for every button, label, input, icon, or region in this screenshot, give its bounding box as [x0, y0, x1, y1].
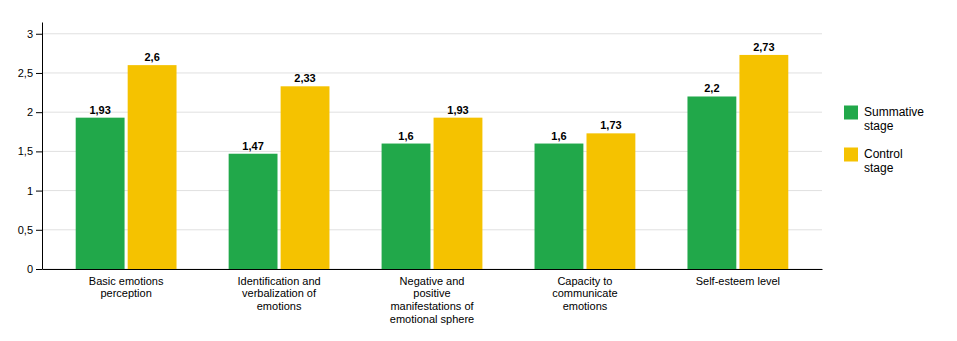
data-label: 1,6 — [398, 130, 413, 142]
tick: 1 — [27, 185, 42, 197]
tick-mark — [36, 191, 42, 192]
tick-label-line: Capacity to — [557, 275, 612, 287]
tick-mark — [36, 151, 42, 152]
tick-label-line: emotions — [257, 300, 302, 312]
tick-label-line: Negative and — [400, 275, 465, 287]
tick-label: 1 — [27, 185, 33, 197]
data-label: 1,93 — [447, 104, 468, 116]
tick-label-line: Identification and — [237, 275, 320, 287]
legend-entry: Summativestage — [844, 105, 924, 133]
plot-area: 0 0,5 1 1,5 2 2,5 3 Basic emotionsperception Ide… — [18, 23, 823, 325]
tick-label: Capacity tocommunicateemotions — [552, 275, 617, 312]
data-label: 2,6 — [144, 51, 159, 63]
bar — [76, 118, 125, 269]
data-label: 2,33 — [294, 72, 315, 84]
tick-label-line: manifestations of — [390, 300, 474, 312]
bars — [76, 55, 789, 269]
legend-label-line: Summative — [864, 105, 924, 119]
tick-label: 3 — [27, 28, 33, 40]
tick-mark — [36, 34, 42, 35]
bar — [687, 96, 736, 269]
y-axis: 0 0,5 1 1,5 2 2,5 3 — [18, 23, 43, 276]
tick-label: 0,5 — [18, 224, 33, 236]
tick: 2,5 — [18, 67, 42, 79]
bar — [535, 144, 584, 269]
tick-label-line: Basic emotions — [89, 275, 164, 287]
data-label: 1,73 — [600, 119, 621, 131]
tick: 0,5 — [18, 224, 42, 236]
legend-entry: Controlstage — [844, 147, 903, 175]
chart: 0 0,5 1 1,5 2 2,5 3 Basic emotionsperception Ide… — [0, 0, 957, 341]
tick-label-line: Self-esteem level — [696, 275, 780, 287]
legend-label-line: stage — [864, 119, 894, 133]
tick-label-line: positive — [413, 287, 450, 299]
tick-mark — [36, 73, 42, 74]
legend: SummativestageControlstage — [844, 105, 924, 175]
tick: 2 — [27, 106, 42, 118]
data-label: 1,93 — [89, 104, 110, 116]
tick-mark — [36, 230, 42, 231]
tick-label: 2,5 — [18, 67, 33, 79]
axis-line — [42, 23, 43, 270]
legend-label-line: stage — [864, 161, 894, 175]
tick-label: Negative andpositivemanifestations ofemo… — [390, 275, 475, 325]
tick-label: Identification andverbalization ofemotio… — [237, 275, 320, 312]
grid-line — [42, 33, 822, 34]
tick-mark — [36, 269, 42, 270]
tick-label: 1,5 — [18, 145, 33, 157]
legend-label: Summativestage — [864, 105, 924, 133]
bar — [434, 118, 483, 269]
tick: 0 — [27, 263, 42, 275]
legend-label: Controlstage — [864, 147, 903, 175]
data-label: 1,6 — [551, 130, 566, 142]
data-label: 2,2 — [704, 82, 719, 94]
tick: Identification andverbalization ofemotio… — [237, 275, 320, 312]
bar — [587, 133, 636, 269]
tick-label-line: communicate — [552, 287, 617, 299]
tick-label-line: emotions — [563, 300, 608, 312]
legend-swatch — [844, 148, 858, 162]
data-labels: 1,93 1,47 1,6 1,6 2,2 2,6 2,33 1,93 1,73 2,73 — [89, 41, 774, 152]
axis-line — [43, 269, 823, 270]
grid — [42, 34, 822, 269]
bar — [229, 154, 278, 269]
tick-label-line: verbalization of — [242, 287, 317, 299]
tick: Capacity tocommunicateemotions — [552, 275, 617, 312]
tick-label: Self-esteem level — [696, 275, 780, 287]
data-label: 2,73 — [753, 41, 774, 53]
bar — [281, 86, 330, 269]
tick: Basic emotionsperception — [89, 275, 164, 300]
legend-swatch — [844, 106, 858, 120]
tick-mark — [36, 112, 42, 113]
tick: Negative andpositivemanifestations ofemo… — [390, 275, 475, 325]
tick-label: Basic emotionsperception — [89, 275, 164, 300]
x-axis: Basic emotionsperception Identification a… — [43, 270, 823, 325]
tick-label-line: perception — [100, 287, 151, 299]
tick: Self-esteem level — [696, 275, 780, 287]
tick-label-line: emotional sphere — [390, 313, 474, 325]
bar-series — [128, 55, 789, 269]
tick: 3 — [27, 28, 42, 40]
data-label: 1,47 — [242, 140, 263, 152]
bar — [128, 65, 177, 269]
bar — [739, 55, 788, 269]
tick-label: 2 — [27, 106, 33, 118]
bar — [382, 144, 431, 269]
tick-label: 0 — [27, 263, 33, 275]
tick: 1,5 — [18, 145, 42, 157]
legend-label-line: Control — [864, 147, 903, 161]
